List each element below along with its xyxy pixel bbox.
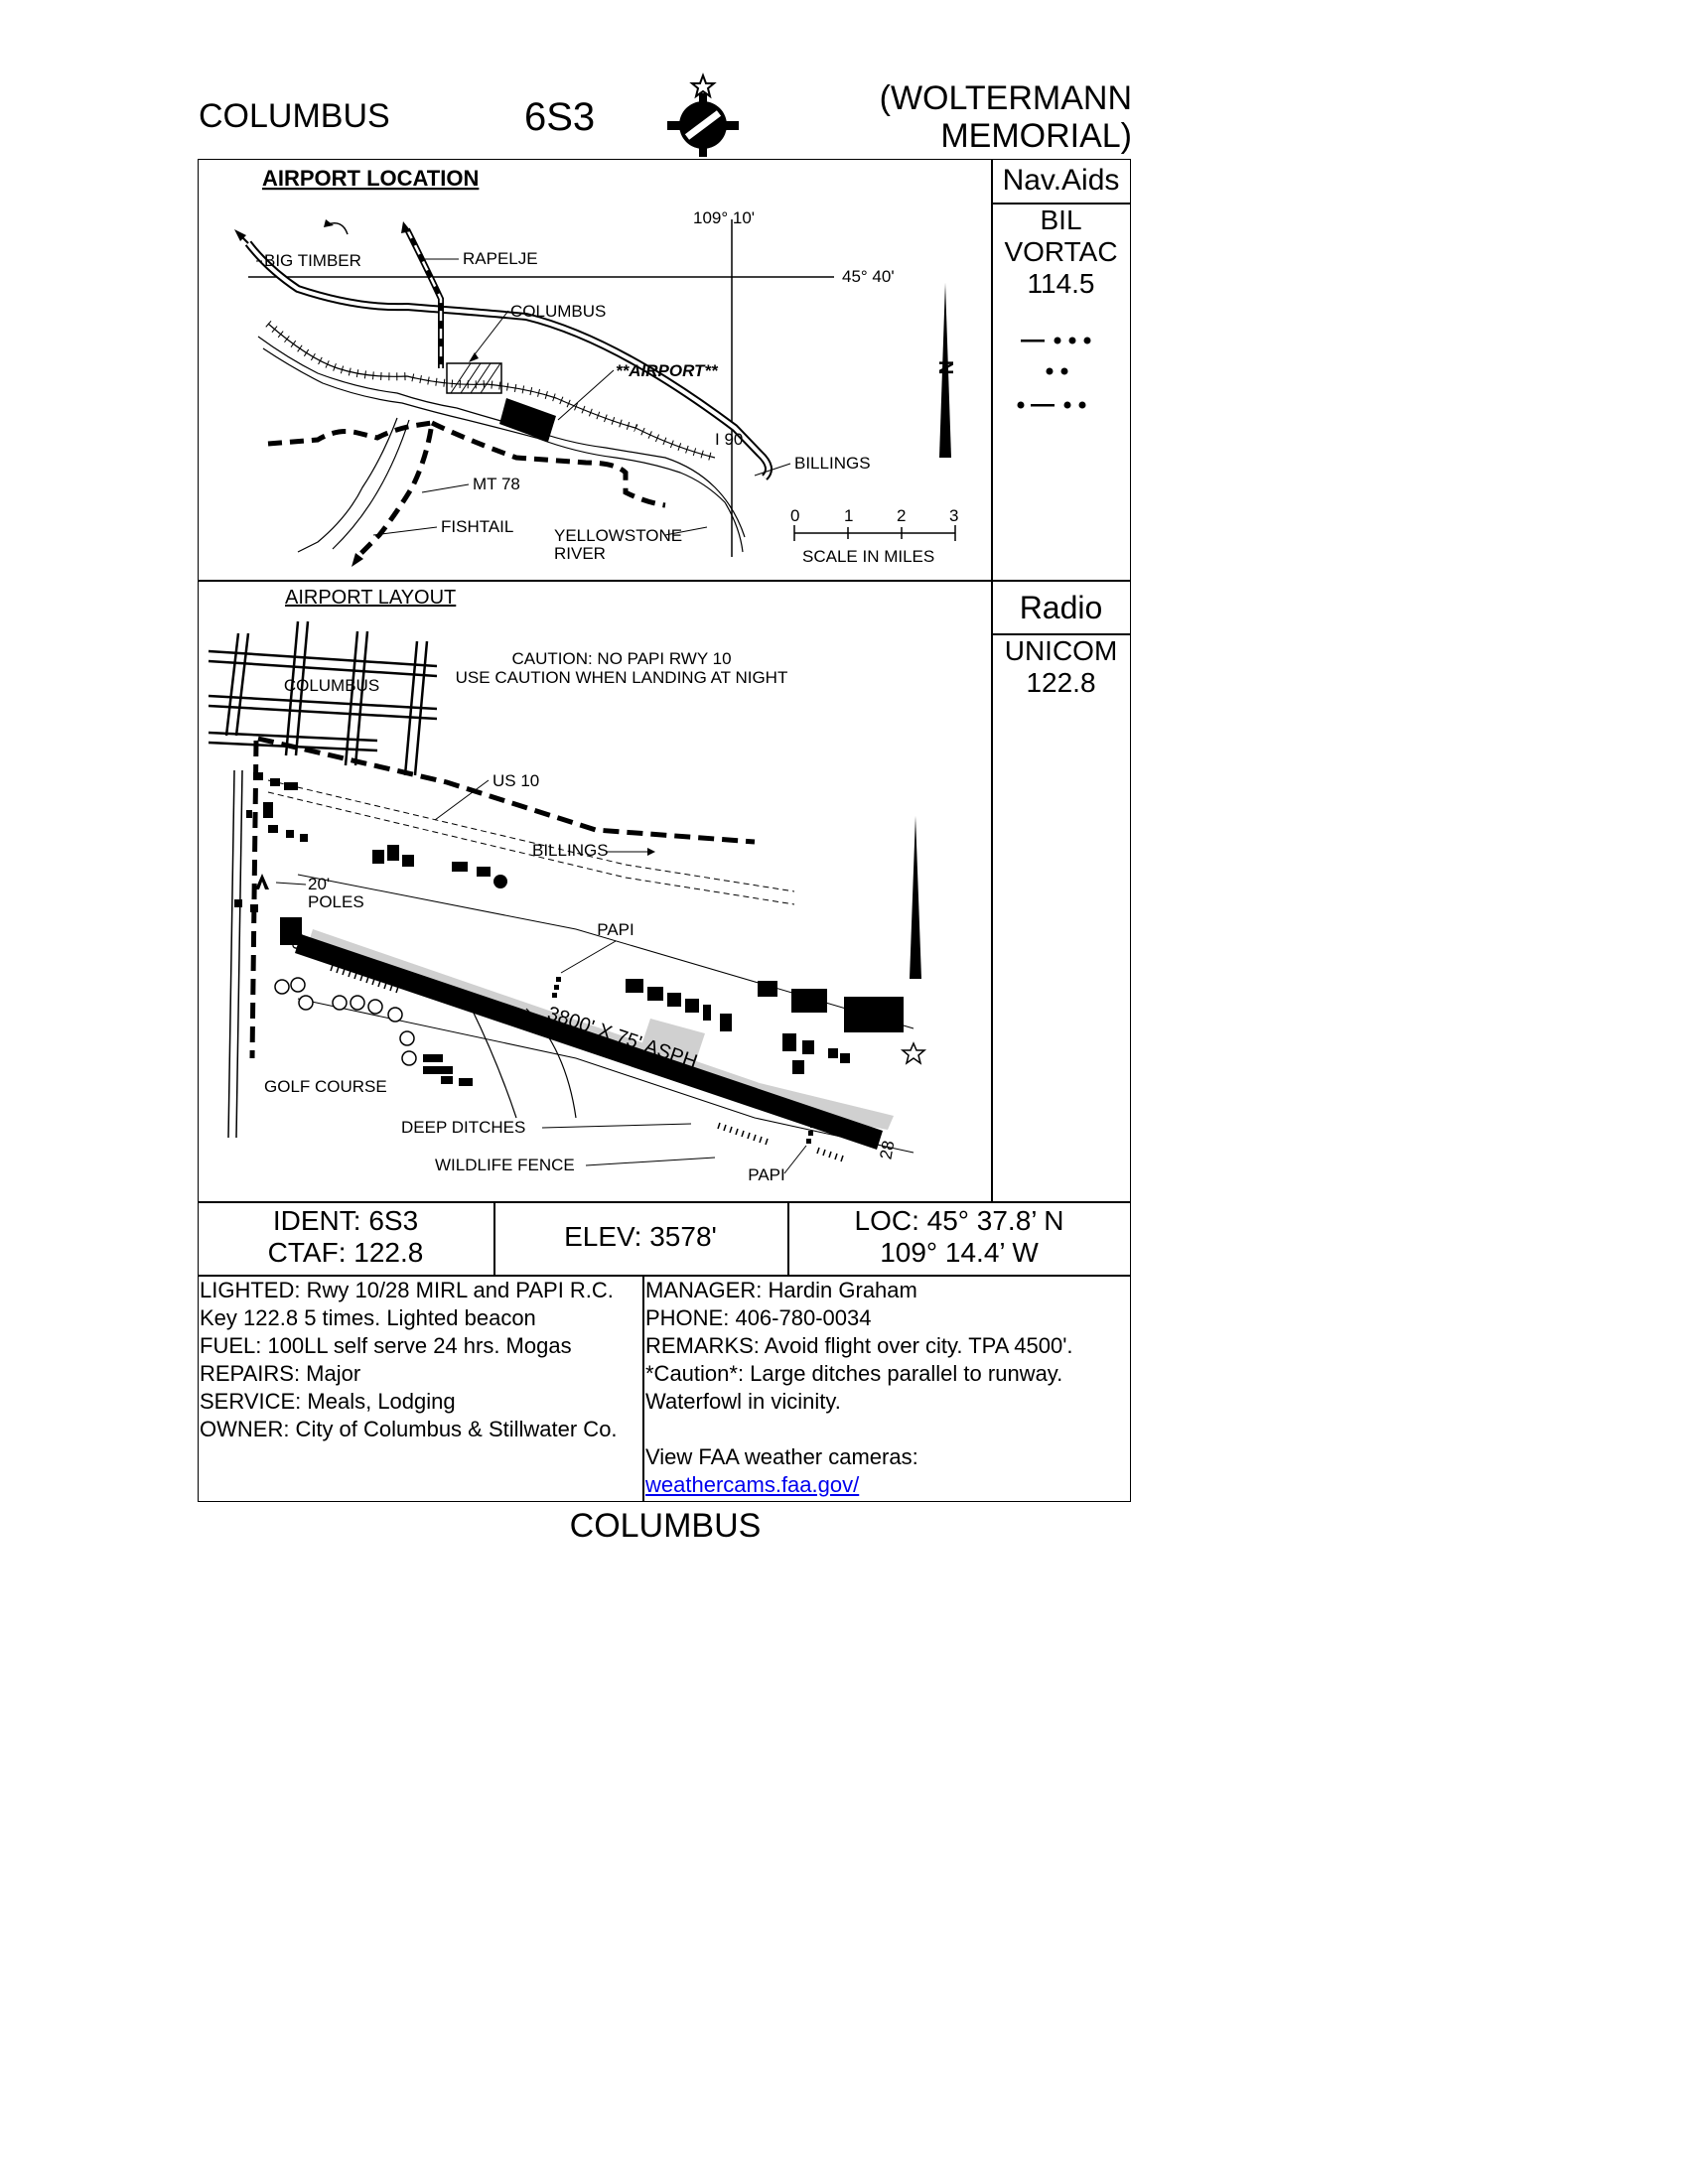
airport-ident: 6S3 [524,95,596,139]
scale-caption: SCALE IN MILES [802,547,934,566]
yellowstone-label: YELLOWSTONE [554,526,682,545]
elevation-cell: ELEV: 3578' [493,1221,787,1253]
detail-remarks: REMARKS: Avoid flight over city. TPA 450… [645,1333,1073,1358]
fishtail-label: FISHTAIL [441,517,513,536]
scale-3: 3 [949,506,958,525]
layout-info-divider [198,1201,1131,1203]
navaid-id: BIL [1040,205,1082,235]
layout-north-arrow-icon [910,816,921,979]
morse-code-icon [1013,328,1112,417]
unicom-label: UNICOM [1004,635,1118,666]
poles-label: POLES [308,892,364,911]
longitude-label: 109° 10' [693,208,755,227]
us10-label: US 10 [492,771,539,790]
location-map: AIRPORT LOCATION 109° 10' 45° 40' BIG TI… [234,166,958,567]
airport-symbol-icon [663,71,743,161]
ident-value: IDENT: 6S3 [272,1205,419,1236]
radio-info: UNICOM 122.8 [991,635,1131,699]
navaids-header-rule [991,203,1131,205]
hangar-buildings [234,772,904,1086]
beacon-icon [900,1041,927,1065]
north-label: N [934,360,956,374]
details-divider [642,1275,644,1502]
airport-location-label: **AIRPORT** [616,361,719,380]
wildlife-fence-label: WILDLIFE FENCE [435,1156,575,1174]
info-divider-2 [787,1201,789,1275]
detail-waterfowl: Waterfowl in vicinity. [645,1389,841,1414]
footer-city-name: COLUMBUS [569,1507,762,1545]
info-divider-1 [493,1201,495,1275]
golf-course-label: GOLF COURSE [264,1077,387,1096]
airport-name: (WOLTERMANN MEMORIAL) [814,79,1132,155]
scale-1: 1 [844,506,853,525]
info-details-divider [198,1275,1131,1277]
mt78-label: MT 78 [473,475,520,493]
golf-course-trees [274,977,417,1066]
detail-phone: PHONE: 406-780-0034 [645,1305,872,1330]
airport-name-line2: MEMORIAL) [940,117,1132,155]
runway-10-28 [295,934,883,1150]
navaid-type: VORTAC [1004,236,1118,267]
caution-line1: CAUTION: NO PAPI RWY 10 [511,649,731,668]
detail-manager: MANAGER: Hardin Graham [645,1278,917,1302]
detail-spacer [645,1416,1130,1443]
detail-lighting: LIGHTED: Rwy 10/28 MIRL and PAPI R.C. [200,1278,614,1302]
big-timber-label: BIG TIMBER [264,251,361,270]
details-right: MANAGER: Hardin Graham PHONE: 406-780-00… [645,1277,1130,1499]
detail-owner: OWNER: City of Columbus & Stillwater Co. [200,1417,618,1441]
obstruction-poles-icon [255,874,269,889]
poles-height-label: 20' [308,875,330,893]
elevation-value: ELEV: 3578' [564,1221,717,1252]
columbus-layout-label: COLUMBUS [284,676,379,695]
longitude-value: 109° 14.4’ W [880,1237,1039,1268]
weathercam-link[interactable]: weathercams.faa.gov/ [645,1472,860,1497]
radio-header: Radio [1019,590,1103,625]
runway-28-label: 28 [876,1139,898,1160]
location-cell: LOC: 45° 37.8’ N 109° 14.4’ W [787,1205,1131,1269]
rapelje-label: RAPELJE [463,249,538,268]
scale-2: 2 [897,506,906,525]
town-street-grid [208,620,438,776]
i90-label: I 90 [715,430,743,449]
papi-upper-label: PAPI [597,920,633,939]
side-column-divider [991,159,993,1201]
navaids-header: Nav.Aids [1002,164,1120,197]
columbus-location-label: COLUMBUS [510,302,606,321]
latitude-label: 45° 40' [842,267,895,286]
detail-service: SERVICE: Meals, Lodging [200,1389,456,1414]
details-left: LIGHTED: Rwy 10/28 MIRL and PAPI R.C. Ke… [200,1277,640,1443]
detail-repairs: REPAIRS: Major [200,1361,361,1386]
detail-caution: *Caution*: Large ditches parallel to run… [645,1361,1063,1386]
radio-header-rule [991,633,1131,635]
layout-map-title: AIRPORT LAYOUT [285,587,456,609]
billings-location-label: BILLINGS [794,454,871,473]
papi-lower-label: PAPI [748,1165,784,1184]
location-map-title: AIRPORT LOCATION [262,166,479,191]
city-name: COLUMBUS [199,97,390,135]
airport-name-line1: (WOLTERMANN [879,79,1132,117]
unicom-frequency: 122.8 [1026,667,1096,698]
detail-fuel: FUEL: 100LL self serve 24 hrs. Mogas [200,1333,572,1358]
billings-layout-label: BILLINGS [532,841,609,860]
river-label: RIVER [554,544,606,563]
scale-0: 0 [790,506,799,525]
north-arrow-icon [939,283,951,458]
navaid-info: BIL VORTAC 114.5 [991,205,1131,300]
detail-weathercam-intro: View FAA weather cameras: [645,1444,918,1469]
deep-ditches-label: DEEP DITCHES [401,1118,525,1137]
latitude-value: LOC: 45° 37.8’ N [854,1205,1064,1236]
chart-frame [198,159,1131,1502]
location-layout-divider [198,580,1131,582]
ctaf-value: CTAF: 122.8 [267,1237,424,1268]
layout-map: AIRPORT LAYOUT CAUTION: NO PAPI RWY 10 U… [208,587,927,1184]
caution-line2: USE CAUTION WHEN LANDING AT NIGHT [456,668,788,687]
navaid-frequency: 114.5 [1027,268,1095,299]
ident-cell: IDENT: 6S3 CTAF: 122.8 [198,1205,493,1269]
detail-lighting-cont: Key 122.8 5 times. Lighted beacon [200,1305,536,1330]
